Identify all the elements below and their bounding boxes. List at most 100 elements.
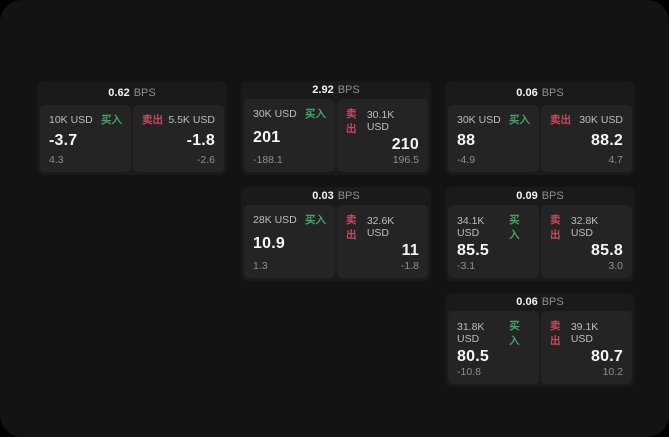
sell-side-label: 卖出 xyxy=(346,108,357,135)
quote-card: 0.06 BPS 31.8K USD 买入 80.5 -10.8 卖出 39.1… xyxy=(445,293,635,387)
buy-delta: 1.3 xyxy=(253,260,268,272)
sell-panel-top: 卖出 39.1K USD xyxy=(550,318,623,348)
buy-side-label: 买入 xyxy=(305,108,326,120)
quote-card: 0.03 BPS 28K USD 买入 10.9 1.3 卖出 32.6K US… xyxy=(241,187,431,281)
buy-price: 80.5 xyxy=(457,348,489,365)
buy-panel[interactable]: 30K USD 买入 201 -188.1 xyxy=(244,99,335,172)
buy-price: 10.9 xyxy=(253,234,285,252)
sell-panel[interactable]: 卖出 32.8K USD 85.8 3.0 xyxy=(541,205,632,278)
buy-delta: -188.1 xyxy=(253,154,283,166)
sell-amount: 32.8K USD xyxy=(570,215,599,239)
sell-panel[interactable]: 卖出 32.6K USD 11 -1.8 xyxy=(337,205,428,278)
sell-price: 11 xyxy=(401,242,419,259)
sell-panel[interactable]: 卖出 30.1K USD 210 196.5 xyxy=(337,99,428,172)
quote-card: 0.06 BPS 30K USD 买入 88 -4.9 卖出 30K USD 8… xyxy=(445,81,635,175)
buy-panel-top: 34.1K USD 买入 xyxy=(457,212,530,242)
sell-side-label: 卖出 xyxy=(550,114,571,126)
bps-label: BPS xyxy=(337,190,360,202)
buy-amount: 34.1K USD xyxy=(457,215,485,239)
sell-side-label: 卖出 xyxy=(142,114,163,126)
bps-value: 0.06 xyxy=(516,296,538,308)
buy-panel[interactable]: 10K USD 买入 -3.7 4.3 xyxy=(40,105,131,172)
buy-price: 85.5 xyxy=(457,242,489,259)
bps-value: 0.09 xyxy=(516,190,538,202)
quote-panels: 31.8K USD 买入 80.5 -10.8 卖出 39.1K USD 80.… xyxy=(448,311,632,384)
sell-amount: 5.5K USD xyxy=(168,113,215,126)
sell-panel[interactable]: 卖出 30K USD 88.2 4.7 xyxy=(541,105,632,172)
quote-card: 0.09 BPS 34.1K USD 买入 85.5 -3.1 卖出 32.8K… xyxy=(445,187,635,281)
sell-delta: 3.0 xyxy=(608,260,623,272)
buy-side-label: 买入 xyxy=(509,214,520,241)
buy-panel-top: 30K USD 买入 xyxy=(457,112,530,127)
buy-panel[interactable]: 31.8K USD 买入 80.5 -10.8 xyxy=(448,311,539,384)
buy-amount: 28K USD xyxy=(253,213,297,226)
buy-side-label: 买入 xyxy=(305,214,326,226)
quote-panels: 30K USD 买入 88 -4.9 卖出 30K USD 88.2 4.7 xyxy=(448,105,632,172)
sell-delta: -2.6 xyxy=(196,154,215,166)
sell-delta: 10.2 xyxy=(602,366,623,378)
quote-panels: 30K USD 买入 201 -188.1 卖出 30.1K USD 210 1… xyxy=(244,99,428,172)
card-header: 2.92 BPS xyxy=(244,81,428,99)
cards-grid: 0.62 BPS 10K USD 买入 -3.7 4.3 卖出 5.5K USD… xyxy=(37,81,635,387)
bps-label: BPS xyxy=(133,87,156,99)
bps-value: 2.92 xyxy=(312,84,334,96)
sell-price: -1.8 xyxy=(186,131,215,149)
card-header: 0.06 BPS xyxy=(448,81,632,105)
buy-panel[interactable]: 30K USD 买入 88 -4.9 xyxy=(448,105,539,172)
sell-panel-top: 卖出 32.8K USD xyxy=(550,212,623,242)
quote-panels: 28K USD 买入 10.9 1.3 卖出 32.6K USD 11 -1.8 xyxy=(244,205,428,278)
card-header: 0.09 BPS xyxy=(448,187,632,205)
sell-panel-top: 卖出 30K USD xyxy=(550,112,623,127)
sell-panel-top: 卖出 5.5K USD xyxy=(142,112,215,127)
sell-side-label: 卖出 xyxy=(550,214,561,241)
sell-amount: 30K USD xyxy=(579,113,623,126)
buy-side-label: 买入 xyxy=(509,320,520,347)
sell-price: 80.7 xyxy=(591,348,623,365)
sell-amount: 32.6K USD xyxy=(366,215,395,239)
bps-label: BPS xyxy=(337,84,360,96)
buy-amount: 30K USD xyxy=(457,113,501,126)
sell-delta: 196.5 xyxy=(392,154,419,166)
sell-side-label: 卖出 xyxy=(550,320,561,347)
buy-amount: 31.8K USD xyxy=(457,321,485,345)
buy-panel-top: 10K USD 买入 xyxy=(49,112,122,127)
sell-panel[interactable]: 卖出 5.5K USD -1.8 -2.6 xyxy=(133,105,224,172)
buy-delta: 4.3 xyxy=(49,154,64,166)
buy-panel[interactable]: 34.1K USD 买入 85.5 -3.1 xyxy=(448,205,539,278)
buy-side-label: 买入 xyxy=(101,114,122,126)
buy-panel[interactable]: 28K USD 买入 10.9 1.3 xyxy=(244,205,335,278)
sell-price: 88.2 xyxy=(591,131,623,149)
quote-panels: 34.1K USD 买入 85.5 -3.1 卖出 32.8K USD 85.8… xyxy=(448,205,632,278)
buy-panel-top: 28K USD 买入 xyxy=(253,212,326,227)
card-header: 0.06 BPS xyxy=(448,293,632,311)
bps-value: 0.62 xyxy=(108,87,130,99)
sell-side-label: 卖出 xyxy=(346,214,357,241)
sell-panel-top: 卖出 30.1K USD xyxy=(346,106,419,136)
sell-panel[interactable]: 卖出 39.1K USD 80.7 10.2 xyxy=(541,311,632,384)
card-header: 0.62 BPS xyxy=(40,81,224,105)
bps-value: 0.03 xyxy=(312,190,334,202)
sell-delta: -1.8 xyxy=(400,260,419,272)
buy-amount: 10K USD xyxy=(49,113,93,126)
card-header: 0.03 BPS xyxy=(244,187,428,205)
sell-panel-top: 卖出 32.6K USD xyxy=(346,212,419,242)
bps-label: BPS xyxy=(541,296,564,308)
quote-panels: 10K USD 买入 -3.7 4.3 卖出 5.5K USD -1.8 -2.… xyxy=(40,105,224,172)
sell-price: 85.8 xyxy=(591,242,623,259)
buy-side-label: 买入 xyxy=(509,114,530,126)
quote-card: 0.62 BPS 10K USD 买入 -3.7 4.3 卖出 5.5K USD… xyxy=(37,81,227,175)
buy-price: 201 xyxy=(253,128,281,146)
buy-amount: 30K USD xyxy=(253,107,297,120)
bps-label: BPS xyxy=(541,190,564,202)
bps-label: BPS xyxy=(541,87,564,99)
buy-panel-top: 31.8K USD 买入 xyxy=(457,318,530,348)
buy-delta: -3.1 xyxy=(457,260,476,272)
sell-delta: 4.7 xyxy=(608,154,623,166)
quote-card: 2.92 BPS 30K USD 买入 201 -188.1 卖出 30.1K … xyxy=(241,81,431,175)
sell-amount: 39.1K USD xyxy=(570,321,599,345)
sell-amount: 30.1K USD xyxy=(366,109,395,133)
bps-value: 0.06 xyxy=(516,87,538,99)
buy-price: -3.7 xyxy=(49,131,78,149)
buy-price: 88 xyxy=(457,131,476,149)
